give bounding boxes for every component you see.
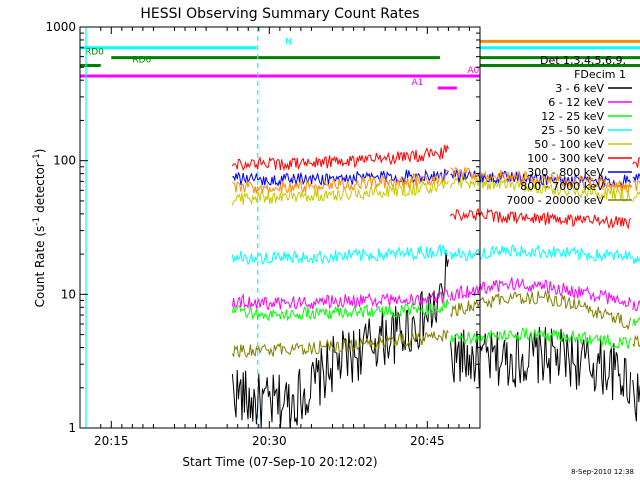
legend-entry-label: 100 - 300 keV	[527, 152, 604, 165]
y-tick-label: 100	[53, 154, 76, 168]
x-tick-label: 20:15	[94, 434, 129, 448]
y-tick-label: 1	[68, 421, 76, 435]
legend-entry-label: 300 - 800 keV	[527, 166, 604, 179]
flag-label-rd0: RD0	[85, 48, 104, 58]
x-axis-label: Start Time (07-Sep-10 20:12:02)	[182, 455, 377, 469]
legend-entry-label: 800 - 7000 keV	[520, 180, 604, 193]
series-line-100to300kev	[231, 144, 449, 172]
series-line-7000to20000kev	[231, 329, 449, 358]
legend-entry-label: 50 - 100 keV	[534, 138, 604, 151]
series-line-800to7000kev	[232, 169, 449, 195]
series-line-25to50kev	[231, 243, 449, 266]
legend-entry-label: 6 - 12 keV	[548, 96, 604, 109]
legend-header: Det 1,3,4,5,6,9,	[540, 54, 626, 67]
series-line-6to12kev	[231, 289, 449, 311]
series-line-3to6kev	[231, 249, 449, 429]
flag-bars: NSRD0RD6A0A1	[80, 38, 640, 90]
event-lines	[85, 27, 259, 428]
y-axis-label: Count Rate (s-1 detector-1)	[32, 149, 47, 308]
flag-label-rd6: RD6	[132, 56, 151, 66]
legend-entry-label: 12 - 25 keV	[541, 110, 604, 123]
flag-label-n: N	[285, 38, 292, 48]
series-line-12to25kev	[231, 299, 449, 322]
legend-entry-label: 25 - 50 keV	[541, 124, 604, 137]
x-tick-label: 20:30	[252, 434, 287, 448]
series-line-300to800kev	[232, 168, 449, 187]
legend-entry-label: 3 - 6 keV	[555, 82, 604, 95]
legend-entry-label: 7000 - 20000 keV	[506, 194, 604, 207]
footer-date: 8-Sep-2010 12:38	[571, 468, 634, 476]
legend-header: FDecim 1	[574, 68, 626, 81]
x-tick-label: 20:45	[410, 434, 445, 448]
series-lines	[231, 144, 640, 429]
y-tick-label: 1000	[45, 20, 76, 34]
flag-label-a0: A0	[467, 66, 479, 76]
axes: 20:15 20:30 20:45 1 10 100 1000	[45, 20, 480, 448]
chart-title: HESSI Observing Summary Count Rates	[140, 6, 419, 22]
y-tick-label: 10	[61, 287, 76, 301]
flag-label-a1: A1	[412, 78, 424, 88]
